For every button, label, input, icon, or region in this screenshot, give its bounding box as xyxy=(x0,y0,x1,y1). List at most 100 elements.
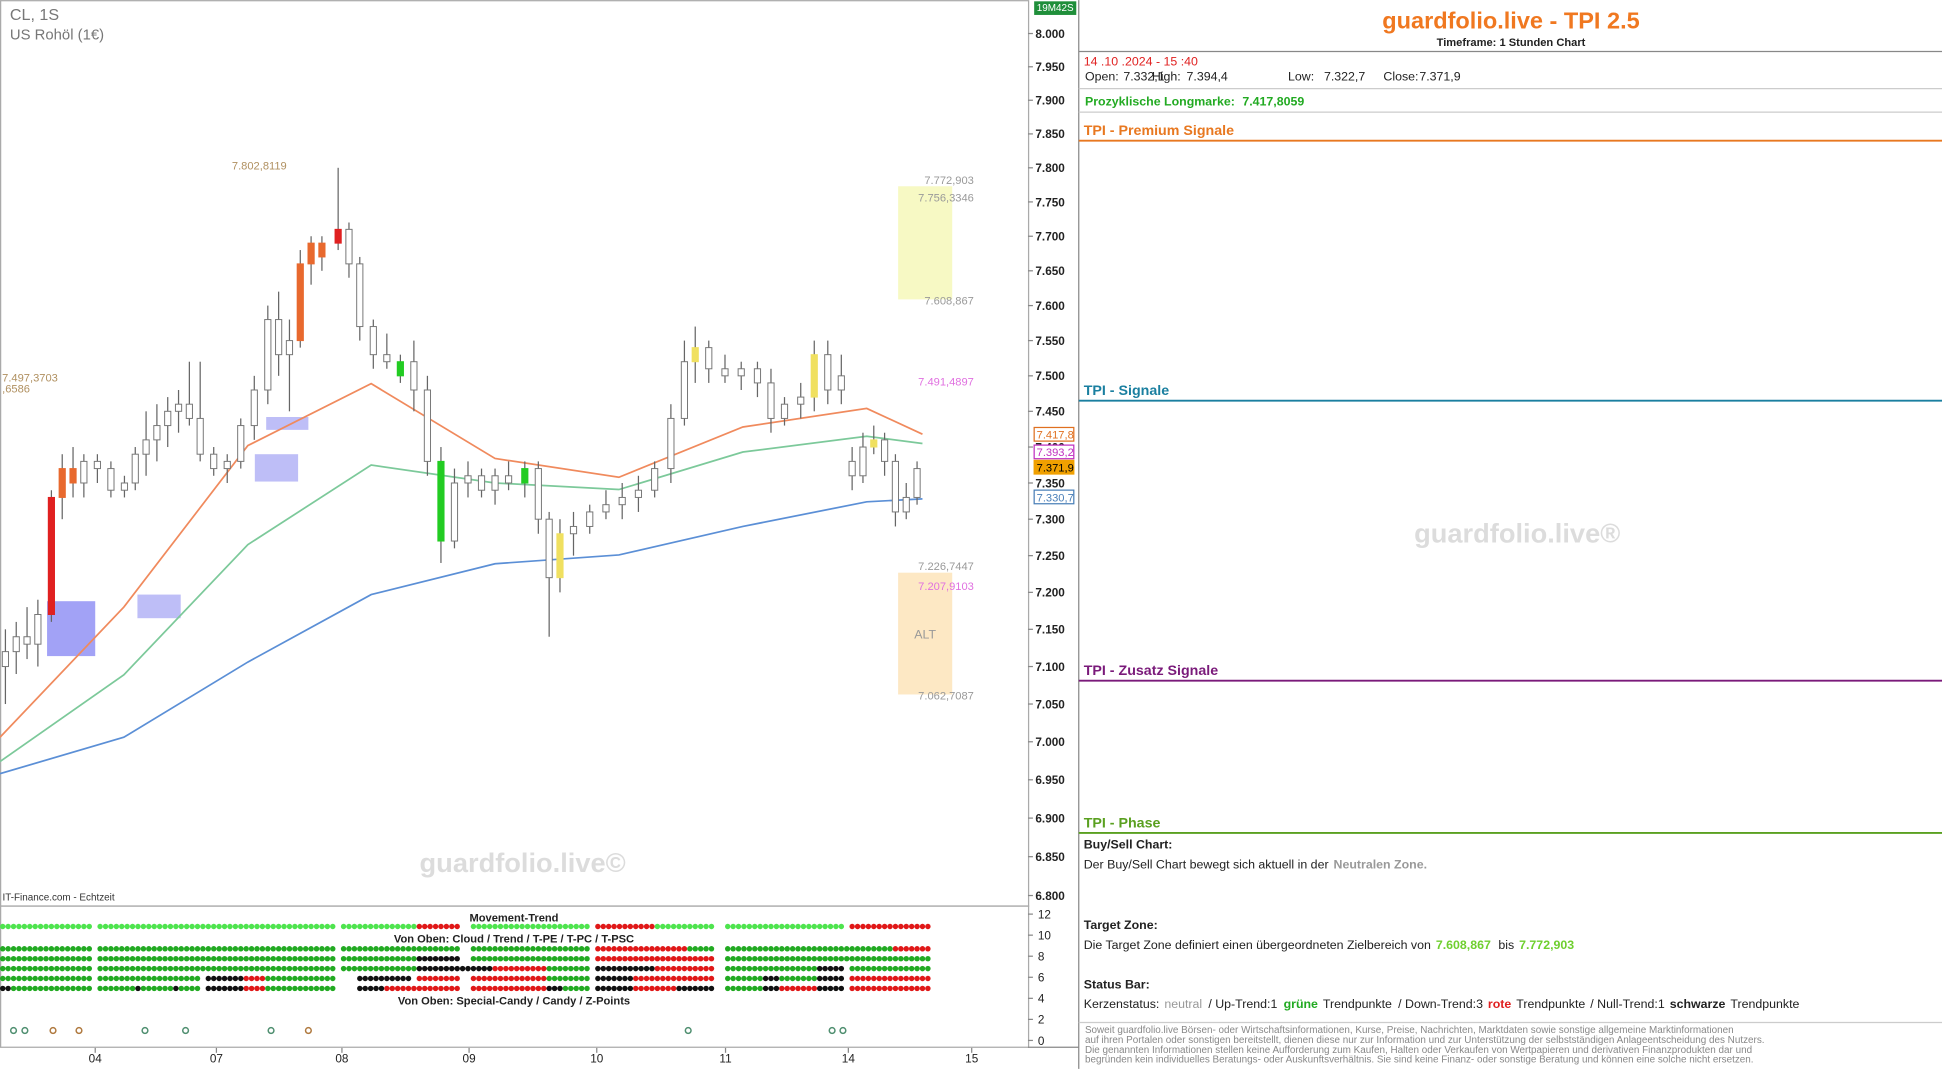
trend-dot xyxy=(600,985,607,992)
trend-dot xyxy=(827,946,834,952)
trend-dot xyxy=(308,965,314,972)
trend-dot xyxy=(86,955,93,962)
trend-dot xyxy=(265,923,271,930)
trend-dot xyxy=(292,985,298,992)
trend-dot xyxy=(762,985,769,992)
trend-dot xyxy=(124,955,130,962)
trend-dot xyxy=(211,946,217,952)
candle-body xyxy=(437,460,445,542)
trend-dot xyxy=(562,946,569,952)
trend-dot xyxy=(48,975,55,982)
trend-dot xyxy=(638,985,644,992)
trend-dot xyxy=(102,965,109,972)
trend-dot xyxy=(373,985,379,992)
trend-dot xyxy=(124,985,130,992)
trend-dot xyxy=(438,975,444,982)
trend-dot xyxy=(595,975,601,982)
trend-dot xyxy=(481,975,487,982)
trend-dot xyxy=(752,955,758,962)
disclaimer: Die genannten Informationen stellen kein… xyxy=(1085,1045,1752,1056)
trend-segment xyxy=(97,985,136,992)
trend-dot xyxy=(194,946,201,952)
trend-dot xyxy=(486,955,493,962)
y-tick-label: 7.300 xyxy=(1035,514,1065,527)
trend-dot xyxy=(827,923,834,930)
status-heading: Status Bar: xyxy=(1084,977,1150,991)
trend-dot xyxy=(422,965,428,972)
trend-dot xyxy=(752,923,758,930)
trend-dot xyxy=(557,965,563,972)
trend-dot xyxy=(254,923,260,930)
trend-dot xyxy=(48,955,55,962)
trend-dot xyxy=(416,955,423,962)
trend-dot xyxy=(81,923,87,930)
trend-dot xyxy=(270,965,276,972)
candle-body xyxy=(691,347,699,363)
trend-dot xyxy=(605,975,612,982)
trend-dot xyxy=(281,955,287,962)
trend-dot xyxy=(800,985,807,992)
trend-dot xyxy=(616,975,623,982)
trend-dot xyxy=(173,975,179,982)
trend-dot xyxy=(297,975,304,982)
trend-dot xyxy=(394,946,401,952)
trend-dot xyxy=(568,923,574,930)
trend-dot xyxy=(833,985,839,992)
trend-dot xyxy=(611,946,617,952)
trend-dot xyxy=(616,955,623,962)
candle-body xyxy=(464,475,472,484)
trend-dot xyxy=(86,923,93,930)
trend-dot xyxy=(681,955,688,962)
price-tag-label: 7.371,9 xyxy=(1037,463,1074,475)
trend-dot xyxy=(773,946,780,952)
trend-dot xyxy=(611,923,617,930)
y-tick-label: 7.100 xyxy=(1035,661,1065,674)
trend-segment xyxy=(265,975,336,982)
trend-dot xyxy=(687,955,693,962)
trend-dot xyxy=(903,975,909,982)
trend-dot xyxy=(724,985,731,992)
candle-body xyxy=(423,389,432,462)
trend-dot xyxy=(730,946,736,952)
y-tick-label: 6.800 xyxy=(1035,890,1065,903)
trend-dot xyxy=(687,975,693,982)
trend-dot xyxy=(211,985,217,992)
trend-dot xyxy=(367,965,374,972)
trend-dot xyxy=(286,965,293,972)
trend-dot xyxy=(595,965,601,972)
trend-dot xyxy=(443,946,450,952)
trend-dot xyxy=(600,965,607,972)
trend-dot xyxy=(665,985,671,992)
trend-dot xyxy=(741,985,747,992)
trend-dot xyxy=(205,975,212,982)
y-tick-label: 7.450 xyxy=(1035,406,1065,419)
trend-dot xyxy=(519,923,525,930)
trend-segment xyxy=(595,975,634,982)
trend-dot xyxy=(81,975,87,982)
zone: Neutralen Zone. xyxy=(1334,857,1428,871)
price-tag xyxy=(1033,426,1075,442)
trend-segment xyxy=(546,975,590,982)
trend-dot xyxy=(795,955,801,962)
z-point xyxy=(828,1026,836,1035)
datetime: 14 .10 .2024 - 15 :40 xyxy=(1084,55,1198,69)
trend-dot xyxy=(270,975,276,982)
trend-dot xyxy=(746,946,753,952)
trend-dot xyxy=(146,985,152,992)
trend-dot xyxy=(113,985,120,992)
trend-dot xyxy=(827,965,834,972)
trend-dot xyxy=(741,975,747,982)
trend-dot xyxy=(64,975,71,982)
trend-dot xyxy=(254,975,260,982)
trend-dot xyxy=(281,985,287,992)
trend-dot xyxy=(730,965,736,972)
trend-dot xyxy=(362,946,368,952)
trend-dot xyxy=(351,955,358,962)
candle-body xyxy=(556,533,564,579)
trend-dot xyxy=(32,975,38,982)
trend-dot xyxy=(795,975,801,982)
disclaimer: begründen kein individuelles Beratungs- … xyxy=(1085,1055,1754,1066)
trend-segment xyxy=(470,955,590,962)
trend-dot xyxy=(881,946,888,952)
trend-dot xyxy=(16,985,22,992)
